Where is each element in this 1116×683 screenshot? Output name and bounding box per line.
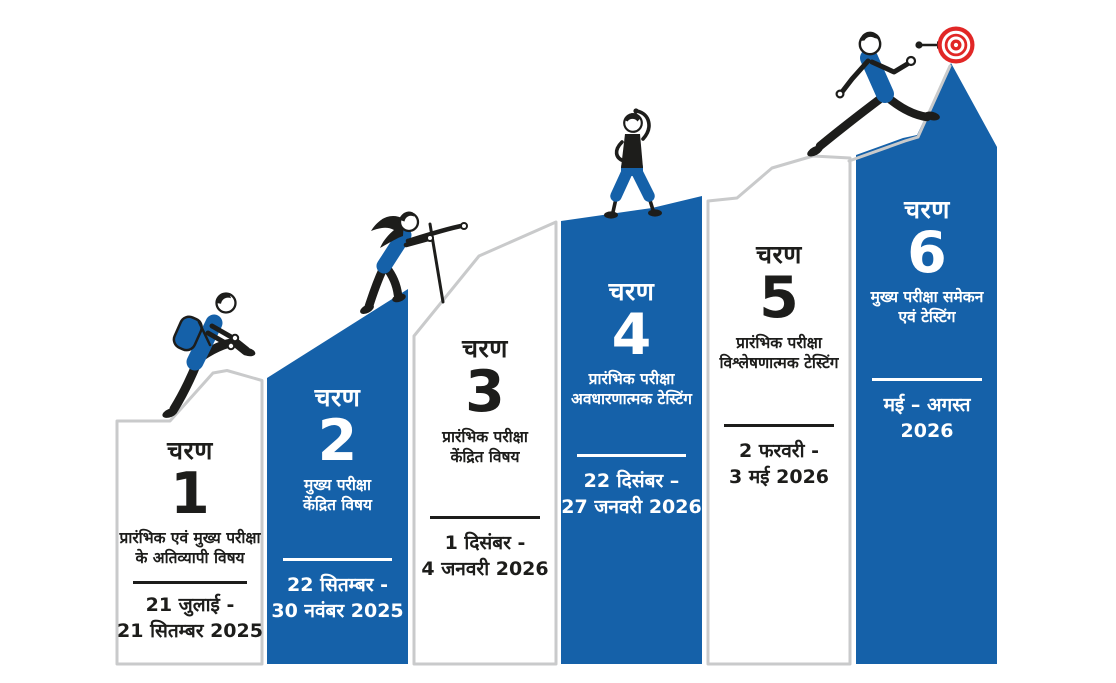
stage-3-dates: 1 दिसंबर - 4 जनवरी 2026 [421,532,549,580]
stage-5-column [706,154,852,666]
stage-6-card: चरण 6 मुख्य परीक्षा समेकन एवं टेस्टिंग म… [856,195,998,444]
stage-2-column [267,289,408,664]
stage-4-label: चरण [608,277,655,306]
stage-6-label: चरण [904,195,950,224]
hiker-climbing-illustration [162,292,256,418]
stage-2-card: चरण 2 मुख्य परीक्षा केंद्रित विषय 22 सित… [267,383,408,624]
stage-2-divider [282,558,393,562]
stage-4-divider [576,454,687,458]
stage-2-number: 2 [317,408,358,475]
stage-3-description: प्रारंभिक परीक्षा केंद्रित विषय [442,428,528,467]
stage-3-number: 3 [465,359,505,426]
stage-2-dates: 22 सितम्बर - 30 नवंबर 2025 [271,574,404,622]
stage-6-column-with-peak [856,63,997,664]
stage-1-dates: 21 जुलाई - 21 सितम्बर 2025 [117,594,263,642]
stage-5-card: चरण 5 प्रारंभिक परीक्षा विश्लेषणात्मक टे… [708,240,850,490]
woman-trekker-illustration [360,211,468,314]
stage-4-column [561,196,702,664]
stage-1-divider [133,581,247,585]
stage-6-dates: मई – अगस्त 2026 [883,394,971,442]
stage-2-description: मुख्य परीक्षा केंद्रित विषय [303,476,372,515]
stage-4-dates: 22 दिसंबर – 27 जनवरी 2026 [561,470,702,518]
stage-1-number: 1 [170,461,210,528]
stage-5-dates: 2 फरवरी - 3 मई 2026 [728,440,830,488]
stage-3-divider [429,516,541,520]
stage-4-number: 4 [611,302,652,369]
dartboard-target-icon [937,26,975,64]
stage-5-label: चरण [756,240,802,269]
stage-6-divider [871,378,983,382]
peak-ridge-outline [847,64,952,163]
stage-4-card: चरण 4 प्रारंभिक परीक्षा अवधारणात्मक टेस्… [561,277,702,520]
stage-5-description: प्रारंभिक परीक्षा विश्लेषणात्मक टेस्टिंग [719,334,839,373]
stage-3-label: चरण [462,334,508,363]
stage-6-description: मुख्य परीक्षा समेकन एवं टेस्टिंग [870,288,984,327]
stage-4-description: प्रारंभिक परीक्षा अवधारणात्मक टेस्टिंग [571,370,692,409]
person-running-illustration [807,31,940,157]
person-stretching-illustration [604,108,662,219]
stage-1-label: चरण [167,436,213,465]
stage-1-card: चरण 1 प्रारंभिक एवं मुख्य परीक्षा के अति… [117,436,263,644]
stage-3-card: चरण 3 प्रारंभिक परीक्षा केंद्रित विषय 1 … [414,334,556,582]
stage-1-description: प्रारंभिक एवं मुख्य परीक्षा के अतिव्यापी… [119,529,261,568]
stage-1-column [115,369,264,666]
stage-2-label: चरण [314,383,361,412]
stage-6-number: 6 [907,220,947,287]
stage-3-column [412,220,558,666]
stage-5-number: 5 [759,265,799,332]
stage-5-divider [723,424,835,428]
